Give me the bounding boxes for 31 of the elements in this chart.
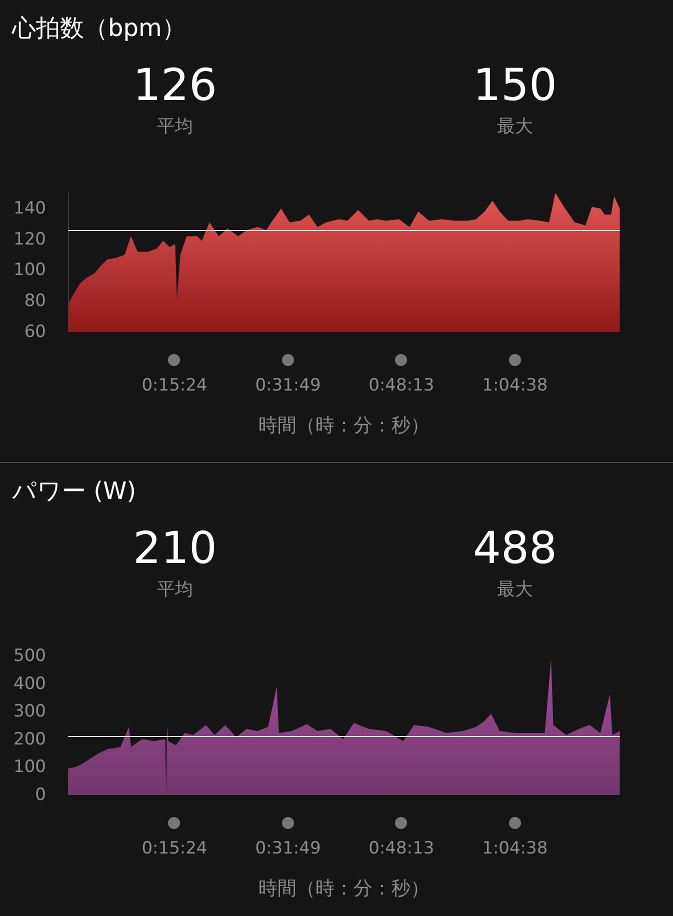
x-tick-label: 0:31:49 xyxy=(255,376,321,396)
y-tick-label: 140 xyxy=(14,198,46,218)
x-axis-title: 時間（時：分：秒） xyxy=(258,414,430,436)
x-tick-label: 1:04:38 xyxy=(482,376,548,396)
y-tick-label: 200 xyxy=(14,729,46,750)
y-tick-label: 0 xyxy=(35,785,46,805)
chart-title: パワー (W) xyxy=(12,476,136,507)
text: 平均 xyxy=(156,115,194,138)
x-tick-label: 0:48:13 xyxy=(368,376,434,396)
text: 488 xyxy=(472,523,558,575)
x-tick-label: 0:31:49 xyxy=(255,838,321,858)
x-tick-label: 1:04:38 xyxy=(482,838,548,858)
text: 126 xyxy=(132,60,218,112)
text: 最大 xyxy=(496,578,534,601)
y-tick-label: 80 xyxy=(24,291,46,312)
x-tick-label: 0:15:24 xyxy=(142,376,208,396)
y-tick-label: 300 xyxy=(14,702,46,722)
y-tick-label: 60 xyxy=(24,322,46,342)
y-tick-label: 100 xyxy=(14,260,46,280)
y-tick-label: 100 xyxy=(14,757,46,778)
y-tick-label: 120 xyxy=(14,229,46,250)
text: 最大 xyxy=(496,115,534,138)
chart-title: 心拍数（bpm） xyxy=(12,13,186,44)
x-tick-label: 0:15:24 xyxy=(142,838,208,858)
y-tick-label: 500 xyxy=(14,646,46,666)
x-axis-title: 時間（時：分：秒） xyxy=(258,878,430,900)
y-tick-label: 400 xyxy=(14,674,46,694)
text: 150 xyxy=(472,60,558,112)
text: 平均 xyxy=(156,578,194,601)
x-tick-label: 0:48:13 xyxy=(368,838,434,858)
text: 210 xyxy=(132,523,218,575)
